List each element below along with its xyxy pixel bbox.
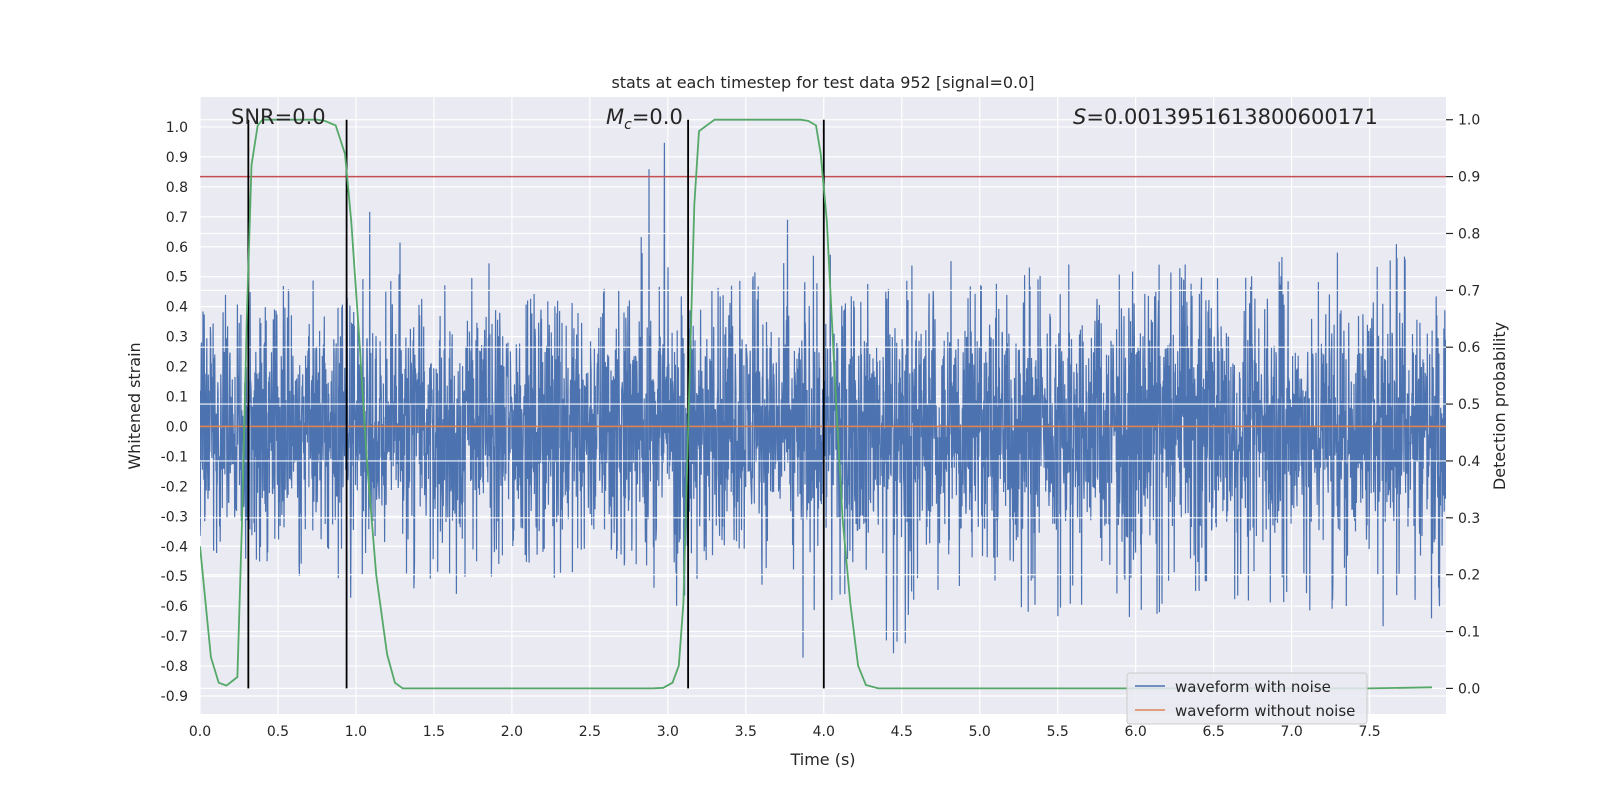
y-tick-label: -0.3 — [161, 509, 188, 525]
x-tick-label: 7.5 — [1358, 724, 1380, 740]
x-tick-label: 2.5 — [579, 724, 601, 740]
x-tick-label: 1.5 — [423, 724, 445, 740]
x-tick-label: 5.0 — [969, 724, 991, 740]
y-axis-right-ticks: 1.0 0.9 0.8 0.7 0.6 0.5 0.4 0.3 0.2 0.1 0.0 — [1446, 113, 1480, 697]
x-tick-label: 0.5 — [267, 724, 289, 740]
right-tick-label: 0.2 — [1458, 568, 1480, 584]
x-tick-label: 3.0 — [657, 724, 679, 740]
y-tick-label: -0.8 — [161, 659, 188, 675]
y-tick-label: 0.6 — [166, 240, 188, 256]
x-axis-label: Time (s) — [789, 750, 855, 769]
y-axis-label-left: Whitened strain — [125, 342, 144, 469]
right-tick-label: 0.5 — [1458, 397, 1480, 413]
right-tick-label: 0.3 — [1458, 511, 1480, 527]
y-tick-label: 0.2 — [166, 360, 188, 376]
x-tick-label: 4.0 — [813, 724, 835, 740]
x-tick-label: 1.0 — [345, 724, 367, 740]
y-tick-label: -0.2 — [161, 479, 188, 495]
x-tick-label: 4.5 — [891, 724, 913, 740]
legend-label-with-noise: waveform with noise — [1175, 678, 1331, 696]
right-tick-label: 0.4 — [1458, 454, 1480, 470]
y-tick-label: 1.0 — [166, 120, 188, 136]
s-symbol: S — [1073, 105, 1086, 129]
x-tick-label: 6.0 — [1125, 724, 1147, 740]
right-tick-label: 0.7 — [1458, 283, 1480, 299]
y-tick-label: 0.9 — [166, 150, 188, 166]
chart-title: stats at each timestep for test data 952… — [611, 73, 1034, 92]
s-value: =0.0013951613800600171 — [1086, 105, 1378, 129]
y-axis-label-right: Detection probability — [1490, 322, 1509, 490]
y-tick-label: 0.7 — [166, 210, 188, 226]
s-annotation: S=0.0013951613800600171 — [1073, 105, 1378, 129]
y-tick-label: -0.6 — [161, 599, 188, 615]
y-tick-label: -0.7 — [161, 629, 188, 645]
y-tick-label: 0.1 — [166, 390, 188, 406]
y-tick-label: -0.1 — [161, 449, 188, 465]
snr-annotation: SNR=0.0 — [231, 105, 326, 129]
right-tick-label: 1.0 — [1458, 113, 1480, 129]
right-tick-label: 0.6 — [1458, 340, 1480, 356]
right-tick-label: 0.1 — [1458, 625, 1480, 641]
y-axis-left-ticks: 1.0 0.9 0.8 0.7 0.6 0.5 0.4 0.3 0.2 0.1 0.0 -0.1 -0.… — [161, 120, 188, 705]
legend-label-without-noise: waveform without noise — [1175, 702, 1355, 720]
y-tick-label: -0.4 — [161, 539, 188, 555]
right-tick-label: 0.9 — [1458, 170, 1480, 186]
x-tick-label: 0.0 — [189, 724, 211, 740]
chirp-mass-symbol: M — [606, 105, 624, 129]
y-tick-label: -0.5 — [161, 569, 188, 585]
x-tick-label: 7.0 — [1280, 724, 1302, 740]
chirp-mass-annotation: Mc=0.0 — [606, 105, 683, 133]
x-tick-label: 3.5 — [735, 724, 757, 740]
legend-box — [1126, 672, 1368, 725]
series-detection-probability — [200, 118, 1433, 690]
x-tick-label: 6.5 — [1203, 724, 1225, 740]
right-tick-label: 0.8 — [1458, 226, 1480, 242]
y-tick-label: 0.8 — [166, 180, 188, 196]
right-tick-label: 0.0 — [1458, 681, 1480, 697]
x-tick-label: 2.0 — [501, 724, 523, 740]
x-tick-label: 5.5 — [1047, 724, 1069, 740]
chirp-mass-value: =0.0 — [632, 105, 683, 129]
legend: waveform with noise waveform without noi… — [1126, 672, 1368, 725]
x-axis-ticks: 0.0 0.5 1.0 1.5 2.0 2.5 3.0 3.5 4.0 4.5 5.0 5.5 6.0 6… — [189, 724, 1381, 740]
y-tick-label: 0.3 — [166, 330, 188, 346]
y-tick-label: 0.4 — [166, 300, 188, 316]
chirp-mass-subscript: c — [624, 117, 632, 133]
plot-area — [200, 118, 1446, 690]
y-tick-label: 0.0 — [166, 419, 188, 435]
y-tick-label: -0.9 — [161, 689, 188, 705]
y-tick-label: 0.5 — [166, 270, 188, 286]
